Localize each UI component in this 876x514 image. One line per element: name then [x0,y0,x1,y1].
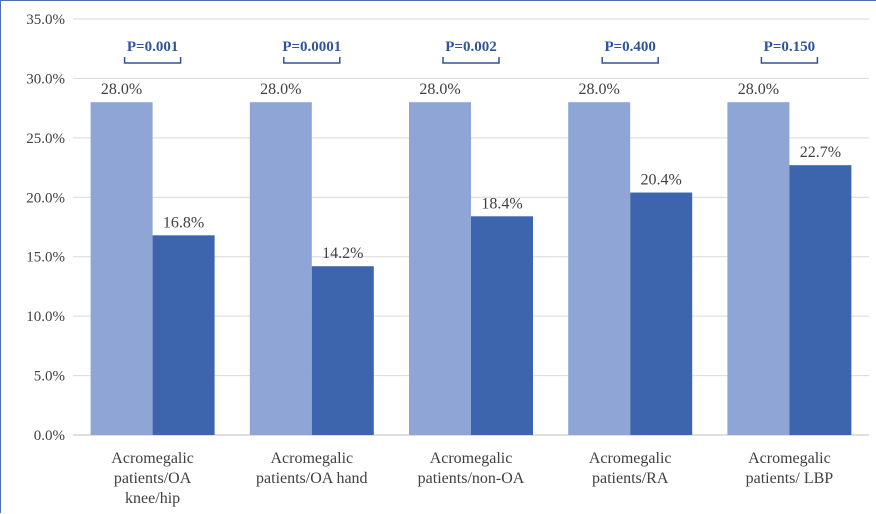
p-value-label: P=0.0001 [282,39,341,55]
p-value-bracket [601,57,659,64]
category-label-line: Acromegalic [589,450,672,467]
p-value-label: P=0.001 [127,39,178,55]
p-value-bracket [760,57,819,64]
data-label: 20.4% [641,172,682,189]
category-label-line: Acromegalic [111,450,194,467]
category-label-line: knee/hip [125,490,180,507]
bar-series1-2 [249,102,312,435]
category-label-line: Acromegalic [430,450,513,467]
y-tick-label: 25.0% [26,131,65,147]
y-tick-label: 15.0% [26,250,65,266]
y-tick-label: 10.0% [26,309,65,325]
data-label: 28.0% [579,81,620,98]
category-label-line: patients/non-OA [418,470,525,487]
bar-series2-3 [471,216,533,435]
y-tick-label: 0.0% [34,428,65,444]
data-label: 28.0% [101,81,142,98]
p-value-bracket [123,57,182,64]
y-tick-label: 30.0% [26,71,65,87]
category-label: Acromegalic patients/OA hand [256,450,368,487]
category-label: Acromegalic patients/OA knee/hip [111,450,194,507]
category-label: Acromegalic patients/RA [589,450,672,487]
bar-series2-1 [152,235,215,435]
bar-series2-5 [789,165,852,436]
p-value-bracket [442,57,500,64]
data-label: 28.0% [419,81,460,98]
bar-series2-2 [311,266,374,435]
p-value-label: P=0.150 [764,39,815,55]
category-label-line: patients/RA [592,470,669,487]
p-value-label: P=0.002 [445,39,496,55]
bar-series1-5 [727,102,790,435]
category-label-line: Acromegalic [270,450,353,467]
p-value-bracket [283,57,341,64]
bar-series1-1 [90,102,153,435]
data-label: 14.2% [322,245,363,262]
bar-series1-4 [568,102,631,435]
category-label: Acromegalic patients/ LBP [746,450,834,487]
data-label: 18.4% [481,195,522,212]
data-label: 28.0% [260,81,301,98]
data-label: 28.0% [738,81,779,98]
p-value-label: P=0.400 [604,39,655,55]
y-tick-label: 20.0% [26,190,65,206]
category-label-line: patients/OA hand [256,470,368,487]
y-tick-label: 5.0% [34,369,65,385]
category-label: Acromegalic patients/non-OA [418,450,525,487]
bar-series1-3 [409,102,471,435]
y-tick-label: 35.0% [26,12,65,28]
category-label-line: patients/ LBP [746,470,834,487]
category-label-line: Acromegalic [748,450,831,467]
bar-series2-4 [630,192,693,435]
data-label: 16.8% [163,214,204,231]
data-label: 22.7% [800,144,841,161]
category-label-line: patients/OA [114,470,192,487]
